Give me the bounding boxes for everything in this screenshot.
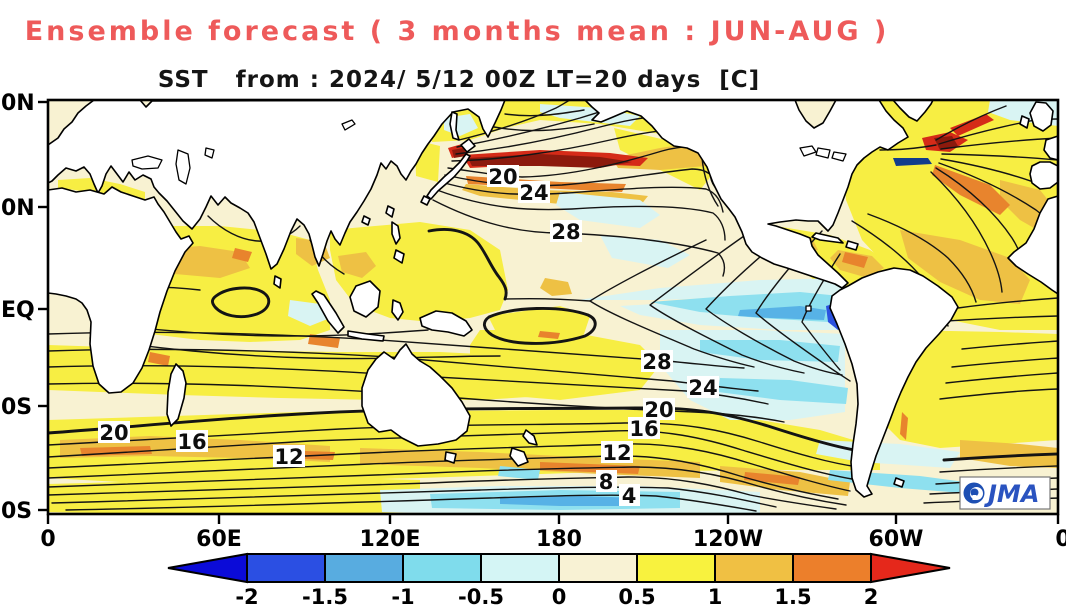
landmass-borneo: [349, 280, 381, 318]
colorbar-tick-label: 1.5: [774, 585, 811, 609]
contour-label: 28: [551, 220, 580, 244]
contour-label: 20: [99, 421, 128, 445]
lat-label: 0N: [1, 196, 35, 221]
contour-label: 20: [488, 165, 517, 189]
landmass-west-africa: [1007, 195, 1058, 295]
colorbar-tick-label: 0: [552, 585, 567, 609]
lat-label: EQ: [1, 298, 35, 323]
colorbar-arrow-right: [870, 552, 951, 584]
lat-label: 0S: [1, 499, 32, 524]
contour-label: 16: [629, 417, 658, 441]
contour-label: 8: [599, 470, 614, 494]
lon-label: 120W: [693, 527, 763, 552]
contour-label: 24: [688, 376, 717, 400]
map-area: 20 24 28 28 24 20 16 12 8 4 20 16 12 JMA: [48, 100, 1058, 514]
map-frame: [46, 98, 1060, 516]
lon-label: 0: [40, 527, 55, 552]
colorbar-tick-label: 2: [864, 585, 879, 609]
contour-label: 12: [274, 445, 303, 469]
contour-label: 12: [602, 441, 631, 465]
landmass-south-america: [829, 267, 959, 498]
lon-label: 120E: [360, 527, 421, 552]
landmass-australia: [361, 343, 471, 447]
landmass-africa: [48, 186, 194, 394]
latitude-axis: 0N 0N EQ 0S 0S: [1, 91, 48, 524]
landmass-japan: [460, 138, 476, 153]
colorbar: -2 -1.5 -1 -0.5 0 0.5 1 1.5 2: [167, 552, 951, 609]
landmass-madagascar: [166, 363, 187, 427]
colorbar-tick-label: -2: [235, 585, 258, 609]
contour-lines: [48, 100, 1058, 512]
contour-labels: 20 24 28 28 24 20 16 12 8 4 20 16 12: [98, 165, 719, 508]
colorbar-segment: [402, 553, 482, 583]
longitude-axis: 0 60E 120E 180 120W 60W 0: [40, 514, 1066, 552]
jma-logo-text: JMA: [984, 480, 1039, 508]
colorbar-segment: [792, 553, 872, 583]
colorbar-segment: [714, 553, 794, 583]
colorbar-segment: [480, 553, 560, 583]
land-layer: [48, 100, 1058, 498]
jma-logo-icon: [963, 482, 985, 504]
colorbar-tick-label: -1: [391, 585, 414, 609]
landmass-new-guinea: [419, 310, 473, 337]
landmass-north-america: [584, 100, 909, 289]
landmass-uk: [1029, 101, 1054, 132]
lon-label: 0: [1055, 527, 1066, 552]
landmass-new-zealand: [522, 429, 538, 446]
colorbar-tick-label: 1: [708, 585, 723, 609]
contour-label: 24: [519, 181, 548, 205]
landmass-iberia: [1029, 161, 1058, 190]
colorbar-segment: [324, 553, 404, 583]
lon-label: 60E: [196, 527, 242, 552]
colorbar-tick-label: -1.5: [302, 585, 348, 609]
jma-logo: JMA: [959, 476, 1051, 510]
colorbar-arrow-left: [167, 552, 248, 584]
colorbar-segment: [636, 553, 716, 583]
colorbar-segment: [558, 553, 638, 583]
contour-label: 4: [622, 484, 637, 508]
page-subtitle: SST from : 2024/ 5/12 00Z LT=20 days [C]: [158, 67, 760, 93]
lat-label: 0S: [1, 395, 32, 420]
colorbar-tick-label: 0.5: [618, 585, 655, 609]
lon-label: 180: [536, 527, 582, 552]
lat-label: 0N: [1, 91, 35, 116]
contour-label: 28: [642, 350, 671, 374]
colorbar-segment: [246, 553, 326, 583]
landmass-eurasia: [48, 100, 506, 270]
colorbar-tick-label: -0.5: [458, 585, 504, 609]
page-title: Ensemble forecast ( 3 months mean : JUN-…: [25, 16, 890, 47]
lon-label: 60W: [869, 527, 924, 552]
contour-label: 16: [177, 430, 206, 454]
